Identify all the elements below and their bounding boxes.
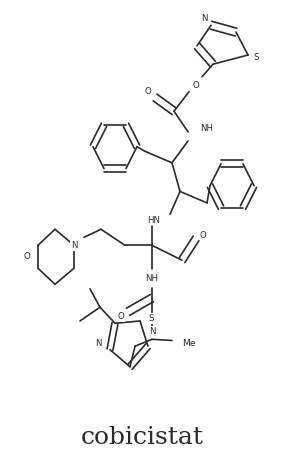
Text: O: O	[118, 312, 124, 321]
Text: NH: NH	[145, 274, 158, 283]
Text: O: O	[200, 230, 206, 240]
Text: NH: NH	[200, 124, 213, 133]
Text: S: S	[253, 53, 259, 62]
Text: N: N	[201, 14, 207, 23]
Text: cobicistat: cobicistat	[80, 426, 204, 449]
Text: N: N	[71, 241, 77, 250]
Text: O: O	[23, 252, 30, 261]
Text: S: S	[148, 314, 153, 323]
Text: O: O	[193, 81, 199, 91]
Text: N: N	[149, 327, 155, 336]
Text: N: N	[95, 339, 102, 348]
Text: Me: Me	[182, 339, 196, 348]
Text: O: O	[145, 87, 151, 96]
Text: HN: HN	[147, 216, 160, 225]
